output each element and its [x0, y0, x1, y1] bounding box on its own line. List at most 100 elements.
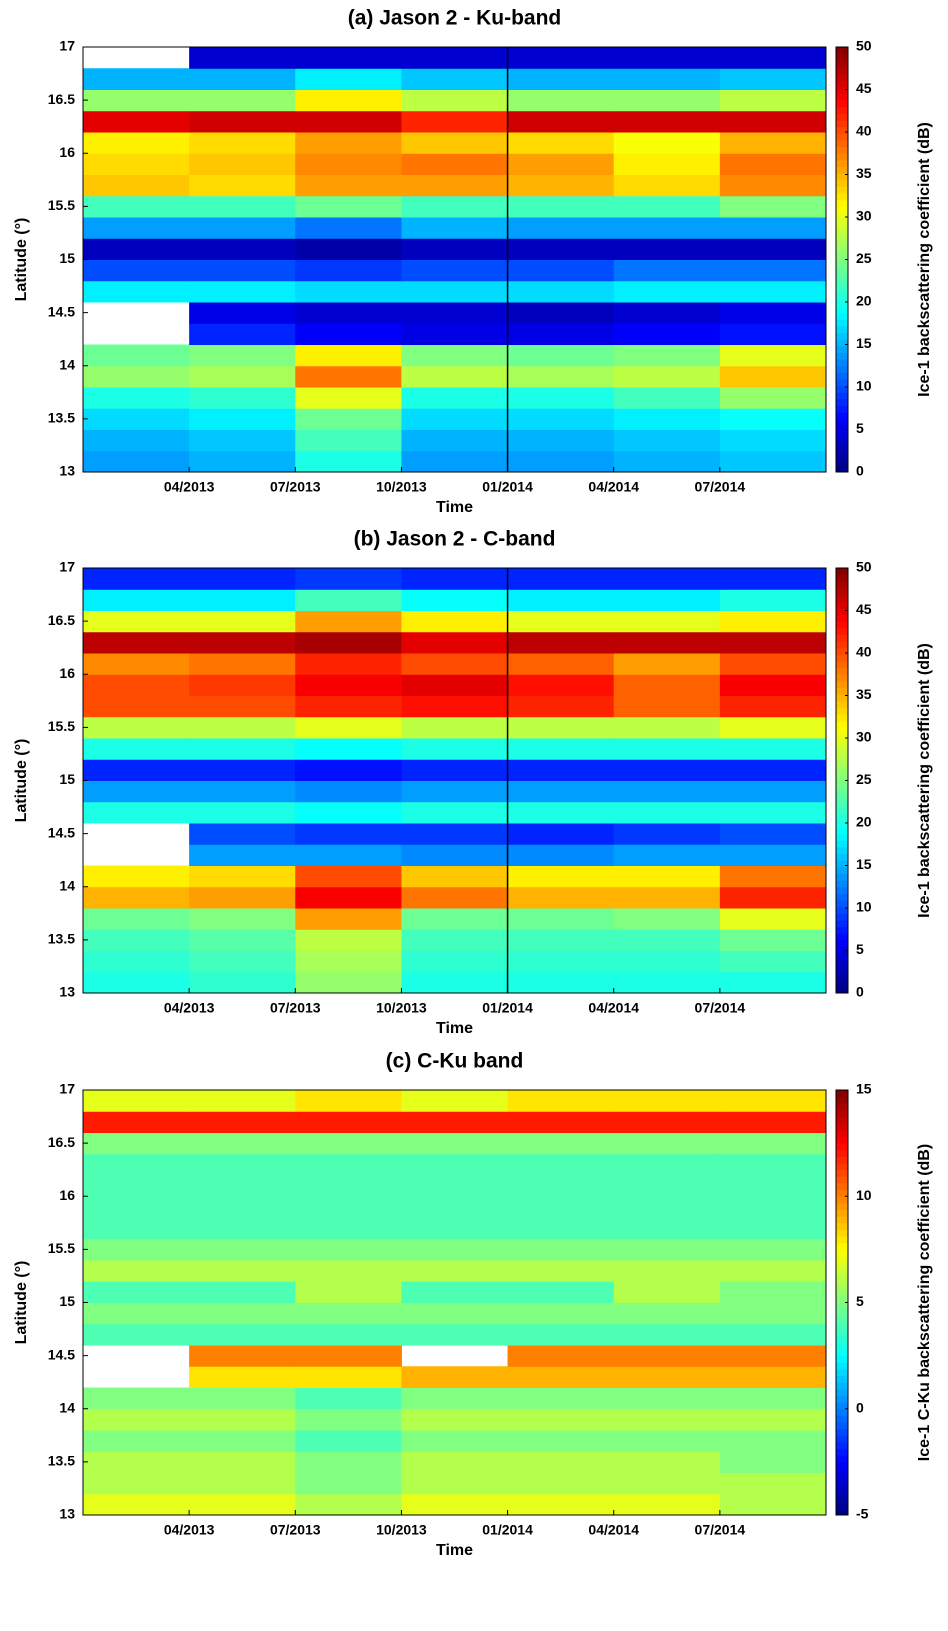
heatmap-cell	[401, 738, 509, 760]
heatmap-cell	[83, 1281, 190, 1303]
colorbar-tick-label: 0	[856, 984, 864, 1000]
colorbar-segment	[836, 133, 848, 141]
y-tick-label: 15.5	[48, 718, 75, 734]
y-tick-label: 17	[59, 1081, 75, 1097]
heatmap-cell	[83, 801, 190, 824]
y-tick-label: 17	[59, 559, 75, 575]
heatmap-cell	[613, 259, 721, 282]
heatmap-cell	[189, 589, 296, 611]
colorbar-segment	[836, 1322, 848, 1330]
colorbar-segment	[836, 1189, 848, 1197]
heatmap-cell	[189, 844, 296, 866]
colorbar-segment	[836, 452, 848, 460]
colorbar-tick-label: 15	[856, 1081, 872, 1097]
heatmap-cell	[401, 1281, 509, 1303]
heatmap-cell	[401, 780, 509, 803]
colorbar-segment	[836, 1242, 848, 1250]
colorbar-segment	[836, 80, 848, 88]
heatmap-cell	[401, 865, 509, 888]
colorbar-segment	[836, 1143, 848, 1151]
y-tick-label: 14	[59, 1399, 75, 1415]
colorbar-segment	[836, 966, 848, 974]
colorbar-tick-label: 0	[856, 1399, 864, 1415]
heatmap-cell	[83, 653, 190, 675]
heatmap-cell	[295, 610, 402, 633]
heatmap-cell	[507, 302, 615, 324]
heatmap-cell	[507, 1451, 615, 1473]
colorbar-segment	[836, 873, 848, 881]
heatmap-cell	[189, 1408, 296, 1431]
colorbar-segment	[836, 660, 848, 669]
heatmap-cell	[295, 1090, 402, 1112]
heatmap-cell	[401, 259, 509, 282]
heatmap-cell	[719, 387, 827, 409]
heatmap-cell	[507, 174, 615, 197]
heatmap-cell	[507, 823, 615, 845]
heatmap-cell	[295, 259, 402, 282]
y-tick-label: 14.5	[48, 303, 75, 319]
colorbar-tick-label: 30	[856, 208, 872, 224]
colorbar-segment	[836, 1202, 848, 1211]
colorbar-segment	[836, 853, 848, 861]
heatmap-cell	[295, 738, 402, 760]
heatmap-cell	[613, 1430, 721, 1452]
heatmap-cell	[401, 450, 509, 473]
x-tick-label: 07/2014	[695, 1522, 746, 1538]
heatmap-cell	[507, 1387, 615, 1410]
heatmap-cell	[719, 1366, 827, 1388]
heatmap-cell	[507, 886, 615, 909]
heatmap-cell	[719, 408, 827, 430]
colorbar-tick-label: 45	[856, 601, 872, 617]
heatmap-cell	[613, 110, 721, 133]
colorbar-segment	[836, 953, 848, 961]
colorbar-segment	[836, 1422, 848, 1430]
colorbar-segment	[836, 193, 848, 201]
heatmap-cell	[295, 1302, 402, 1325]
heatmap-cell	[507, 1175, 615, 1197]
heatmap-cell	[189, 568, 296, 590]
colorbar-segment	[836, 607, 848, 615]
colorbar-segment	[836, 1256, 848, 1264]
heatmap-cell	[295, 1451, 402, 1473]
heatmap-cell	[507, 1302, 615, 1325]
colorbar-segment	[836, 418, 848, 427]
heatmap-cell	[83, 344, 190, 367]
colorbar-segment	[836, 621, 848, 629]
y-axis-label: Latitude (°)	[13, 739, 30, 823]
colorbar-segment	[836, 1495, 848, 1503]
colorbar-segment	[836, 259, 848, 267]
heatmap-cell	[295, 1260, 402, 1282]
heatmap-cell	[613, 1217, 721, 1240]
colorbar-tick-label: 35	[856, 165, 872, 181]
heatmap-cell	[189, 1153, 296, 1176]
heatmap-cell	[189, 365, 296, 388]
x-tick-label: 01/2014	[482, 1000, 533, 1016]
chart-title: (b) Jason 2 - C-band	[354, 528, 556, 551]
y-tick-label: 13.5	[48, 410, 75, 426]
heatmap-cell	[189, 68, 296, 90]
heatmap-cell	[83, 1196, 190, 1218]
colorbar-segment	[836, 425, 848, 433]
heatmap-cell	[83, 568, 190, 590]
colorbar-segment	[836, 1176, 848, 1184]
heatmap-cell	[189, 610, 296, 633]
colorbar-segment	[836, 299, 848, 307]
x-tick-label: 07/2014	[695, 479, 746, 495]
x-tick-label: 10/2013	[376, 1000, 427, 1016]
heatmap-cell	[189, 1302, 296, 1325]
heatmap-cell	[613, 1260, 721, 1282]
heatmap-cell	[613, 1472, 721, 1495]
heatmap-cell	[83, 780, 190, 803]
colorbar-segment	[836, 1123, 848, 1131]
heatmap-cell	[719, 110, 827, 133]
heatmap-cell	[613, 1366, 721, 1388]
heatmap-cell	[189, 971, 296, 994]
heatmap-cell	[83, 132, 190, 154]
heatmap-cell	[613, 653, 721, 675]
heatmap-cell	[401, 1132, 509, 1155]
heatmap-cell	[189, 1281, 296, 1303]
heatmap-cell	[83, 1430, 190, 1452]
heatmap-cell	[613, 886, 721, 909]
colorbar-segment	[836, 1468, 848, 1476]
